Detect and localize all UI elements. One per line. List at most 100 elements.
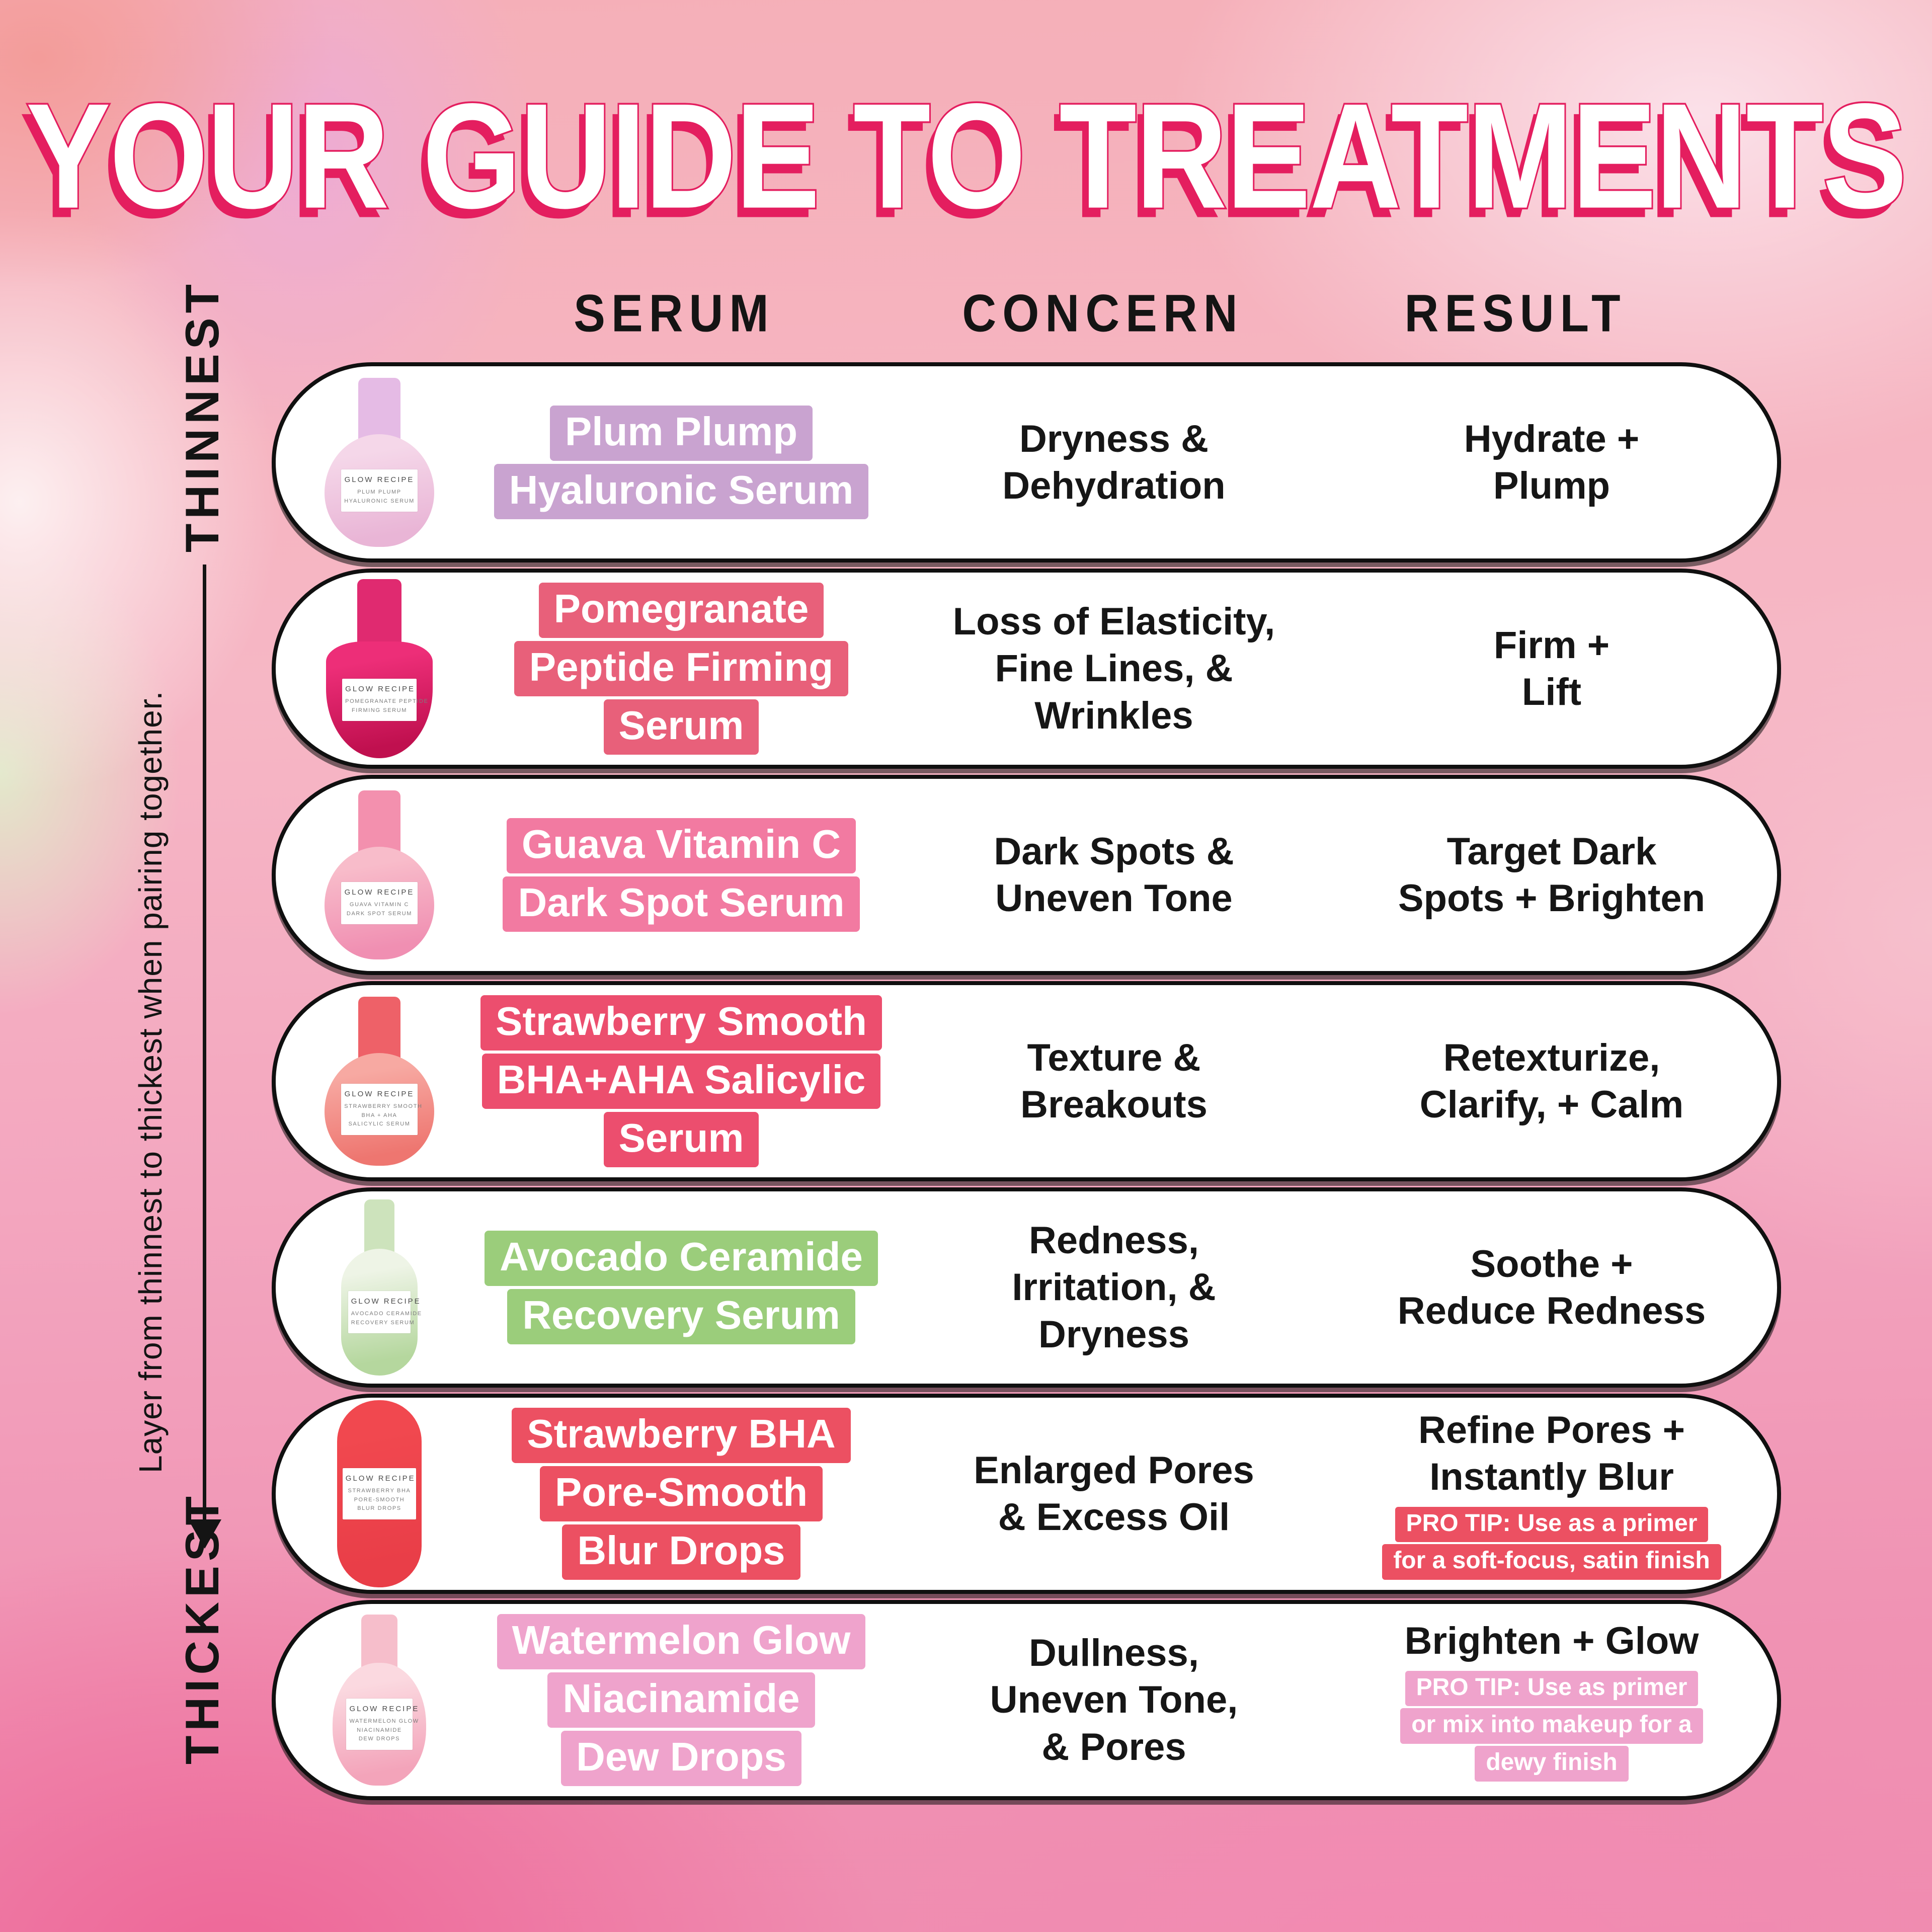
product-bottle: GLOW RECIPE POMEGRANATE PEPTIDE FIRMING SE…: [319, 579, 440, 758]
result-text: Target Dark Spots + Brighten: [1335, 828, 1768, 922]
pro-tip-line: dewy finish: [1400, 1745, 1703, 1783]
serum-name-line: Strawberry BHA: [512, 1406, 851, 1465]
treatment-row: GLOW RECIPE AVOCADO CERAMIDE RECOVERY SERU…: [272, 1187, 1781, 1388]
product-bottle: GLOW RECIPE STRAWBERRY SMOOTH BHA + AHA SAL…: [319, 997, 440, 1166]
result-line: Soothe +: [1470, 1242, 1633, 1285]
serum-name-line: Hyaluronic Serum: [494, 462, 869, 521]
pro-tip-line: or mix into makeup for a: [1400, 1707, 1703, 1745]
concern-text: Texture & Breakouts: [893, 1034, 1335, 1129]
bottle-label-text: DARK SPOT SERUM: [346, 910, 413, 917]
product-bottle: GLOW RECIPE GUAVA VITAMIN C DARK SPOT SERU…: [319, 790, 440, 959]
concern-line: Texture &: [1027, 1036, 1201, 1079]
serum-name-line: Serum: [603, 1110, 759, 1169]
concern-line: Dryness: [1038, 1313, 1189, 1356]
bottle-label-text: STRAWBERRY BHA: [348, 1488, 411, 1494]
result-text: Retexturize, Clarify, + Calm: [1335, 1034, 1768, 1129]
bottle-brand-text: GLOW RECIPE: [344, 475, 415, 484]
result-line: Spots + Brighten: [1398, 877, 1706, 920]
bottle-label-text: SALICYLIC SERUM: [348, 1121, 411, 1128]
serum-name-highlight: Strawberry BHA: [512, 1408, 851, 1463]
serum-name-line: Guava Vitamin C: [506, 817, 856, 875]
pro-tip-line: for a soft-focus, satin finish: [1382, 1543, 1721, 1581]
bottle-brand-text: GLOW RECIPE: [345, 684, 416, 693]
pro-tip-highlight: for a soft-focus, satin finish: [1382, 1544, 1721, 1580]
bottle-label-text: BLUR DROPS: [357, 1505, 401, 1512]
serum-name-highlight: Blur Drops: [562, 1524, 800, 1580]
bottle-brand-text: GLOW RECIPE: [345, 1474, 416, 1483]
bottle-label-text: RECOVERY SERUM: [351, 1319, 415, 1326]
concern-line: & Pores: [1041, 1725, 1186, 1768]
pro-tip-highlight: PRO TIP: Use as primer: [1405, 1670, 1699, 1707]
bottle-label: GLOW RECIPE STRAWBERRY BHA PORE-SMOOTH BLUR…: [342, 1468, 417, 1519]
serum-name-highlight: Serum: [603, 699, 759, 755]
bottle-label: GLOW RECIPE POMEGRANATE PEPTIDE FIRMING SE…: [342, 678, 429, 721]
bottle-label-text: HYALURONIC SERUM: [344, 498, 415, 504]
bottle-label-text: FIRMING SERUM: [351, 707, 407, 713]
serum-name-highlight: Serum: [603, 1112, 759, 1167]
serum-name-line: Pomegranate: [538, 581, 824, 639]
product-bottle: GLOW RECIPE STRAWBERRY BHA PORE-SMOOTH BLUR…: [334, 1400, 425, 1587]
pro-tip-highlight: dewy finish: [1475, 1746, 1629, 1782]
bottle-body: GLOW RECIPE STRAWBERRY SMOOTH BHA + AHA SAL…: [325, 1053, 434, 1166]
serum-name-highlight: Guava Vitamin C: [506, 818, 856, 873]
bottle-body: GLOW RECIPE POMEGRANATE PEPTIDE FIRMING SE…: [326, 641, 433, 758]
treatment-row: GLOW RECIPE GUAVA VITAMIN C DARK SPOT SERU…: [272, 775, 1781, 975]
arrow-down-icon: [188, 1519, 221, 1549]
serum-name-line: Dew Drops: [561, 1729, 801, 1788]
product-bottle: GLOW RECIPE WATERMELON GLOW NIACINAMIDE DEW…: [327, 1615, 432, 1786]
serum-name-highlight: Niacinamide: [547, 1672, 815, 1728]
concern-line: Dark Spots &: [994, 830, 1234, 873]
result-text: Hydrate + Plump: [1335, 416, 1768, 510]
product-image-cell: GLOW RECIPE GUAVA VITAMIN C DARK SPOT SERU…: [289, 790, 470, 959]
serum-name-line: Plum Plump: [549, 404, 813, 462]
bottle-body: GLOW RECIPE WATERMELON GLOW NIACINAMIDE DEW…: [333, 1663, 426, 1786]
product-image-cell: GLOW RECIPE AVOCADO CERAMIDE RECOVERY SERU…: [289, 1199, 470, 1376]
result-line: Plump: [1493, 464, 1611, 507]
pro-tip-line: PRO TIP: Use as a primer: [1382, 1506, 1721, 1544]
serum-name: Strawberry BHA Pore-Smooth Blur Drops: [470, 1406, 893, 1581]
bottle-label: GLOW RECIPE GUAVA VITAMIN C DARK SPOT SERU…: [341, 881, 418, 925]
treatment-row: GLOW RECIPE PLUM PLUMP HYALURONIC SERUM Pl…: [272, 362, 1781, 562]
serum-name-line: Peptide Firming: [514, 639, 849, 698]
result-line: Target Dark: [1446, 830, 1657, 873]
result-line: Lift: [1521, 671, 1582, 713]
concern-line: Dehydration: [1002, 464, 1226, 507]
treatment-row: GLOW RECIPE STRAWBERRY BHA PORE-SMOOTH BLUR…: [272, 1394, 1781, 1594]
bottle-label-text: AVOCADO CERAMIDE: [351, 1310, 422, 1317]
concern-line: Uneven Tone: [995, 877, 1233, 920]
serum-name-line: Dark Spot Serum: [503, 875, 860, 933]
concern-line: Fine Lines, &: [995, 647, 1233, 690]
concern-text: Loss of Elasticity, Fine Lines, & Wrinkles: [893, 598, 1335, 739]
bottle-body: GLOW RECIPE GUAVA VITAMIN C DARK SPOT SERU…: [325, 847, 434, 959]
result-line: Reduce Redness: [1397, 1290, 1706, 1332]
product-image-cell: GLOW RECIPE STRAWBERRY BHA PORE-SMOOTH BLUR…: [289, 1400, 470, 1587]
serum-name-line: Pore-Smooth: [539, 1465, 823, 1523]
bottle-label-text: STRAWBERRY SMOOTH: [344, 1103, 423, 1110]
concern-text: Dark Spots & Uneven Tone: [893, 828, 1335, 922]
bottle-brand-text: GLOW RECIPE: [349, 1705, 420, 1714]
concern-line: Uneven Tone,: [990, 1678, 1238, 1722]
result-line: Firm +: [1493, 623, 1610, 667]
result-line: Instantly Blur: [1429, 1456, 1674, 1499]
serum-name: Pomegranate Peptide Firming Serum: [470, 581, 893, 756]
bottle-label-text: NIACINAMIDE: [357, 1727, 402, 1733]
bottle-label: GLOW RECIPE WATERMELON GLOW NIACINAMIDE DEW…: [346, 1699, 420, 1750]
concern-line: Irritation, &: [1012, 1266, 1216, 1309]
serum-name-line: Recovery Serum: [507, 1287, 855, 1346]
page-title: YOUR GUIDE TO TREATMENTS: [25, 71, 1909, 242]
serum-name: Strawberry Smooth BHA+AHA Salicylic Serum: [470, 994, 893, 1169]
bottle-label-text: WATERMELON GLOW: [349, 1718, 419, 1725]
bottle-cap: [358, 790, 400, 856]
serum-name-highlight: Dew Drops: [561, 1731, 801, 1786]
result-text: Refine Pores + Instantly Blur PRO TIP: Use…: [1335, 1407, 1768, 1581]
concern-line: Breakouts: [1020, 1083, 1208, 1126]
product-image-cell: GLOW RECIPE PLUM PLUMP HYALURONIC SERUM: [289, 378, 470, 547]
serum-name-line: BHA+AHA Salicylic: [481, 1052, 881, 1110]
serum-name-line: Niacinamide: [547, 1671, 815, 1729]
serum-name: Watermelon Glow Niacinamide Dew Drops: [470, 1613, 893, 1788]
serum-name-line: Blur Drops: [562, 1523, 800, 1581]
serum-name-highlight: Avocado Ceramide: [485, 1231, 878, 1286]
bottle-label-text: POMEGRANATE PEPTIDE: [345, 698, 429, 704]
result-text: Brighten + Glow PRO TIP: Use as primer or …: [1335, 1618, 1768, 1783]
